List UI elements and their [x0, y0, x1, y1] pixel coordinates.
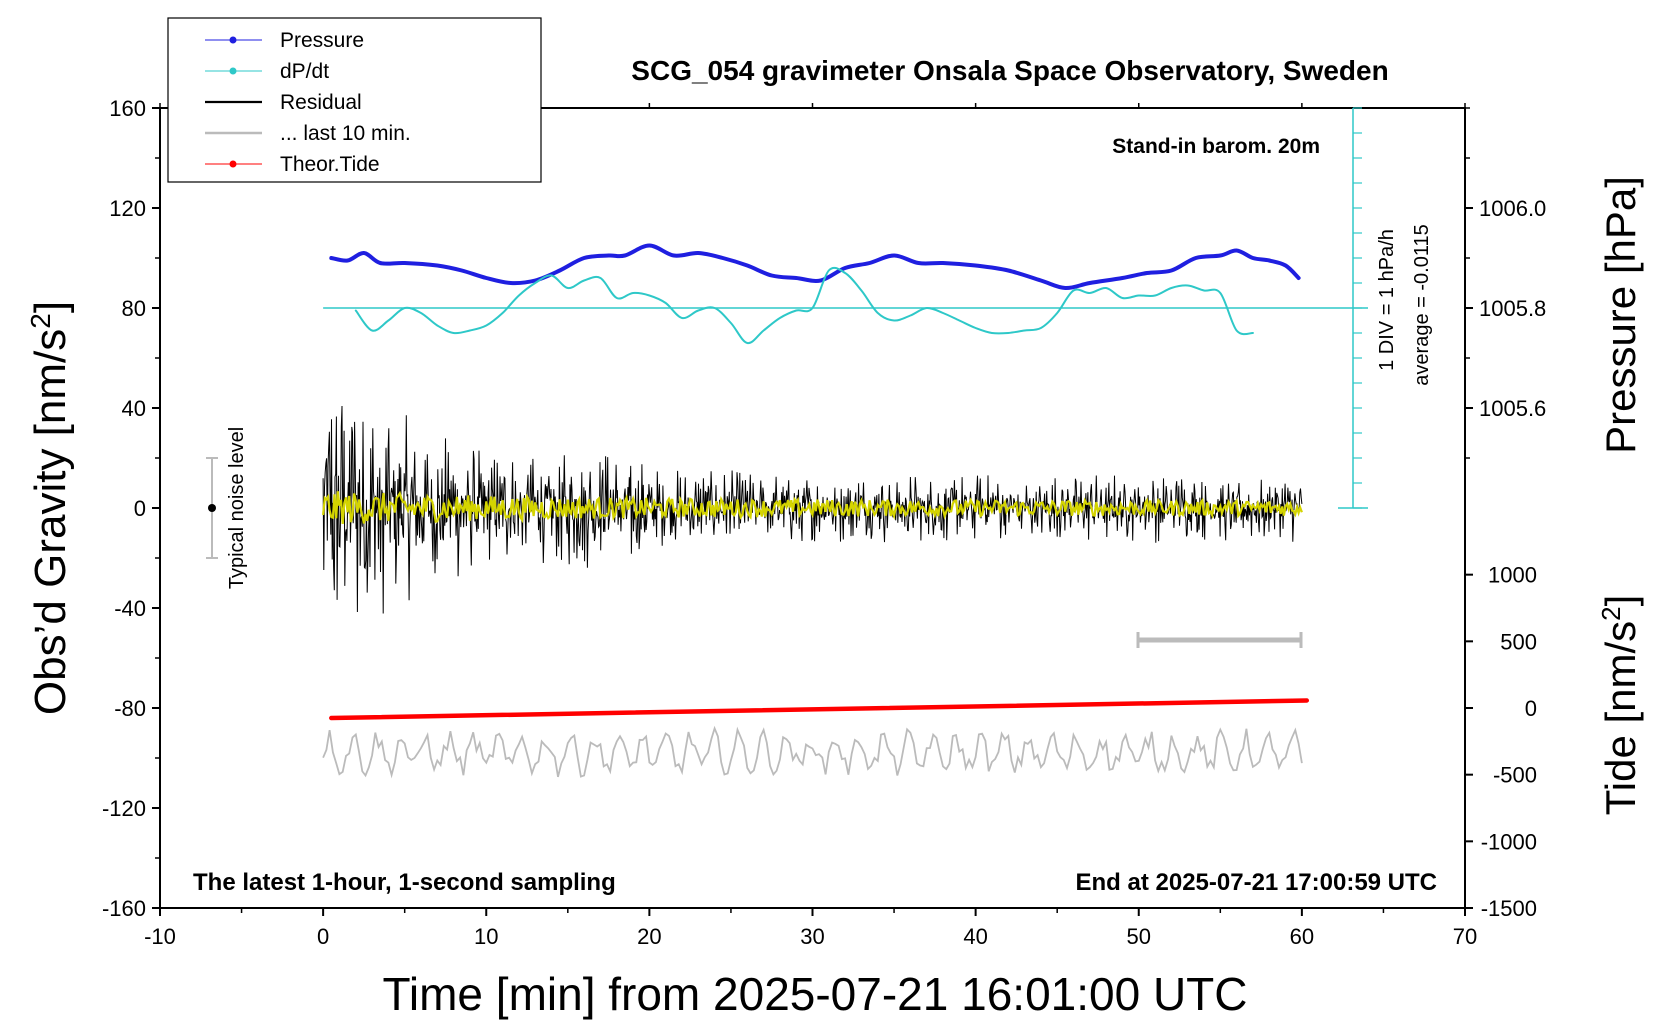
bottom-left-note: The latest 1-hour, 1-second sampling: [193, 869, 616, 896]
noise-level-indicator: [206, 457, 218, 559]
x-tick-label-3: 20: [637, 924, 661, 949]
x-tick-label-1: 0: [317, 924, 329, 949]
y-axis-label-left-sup: 2: [25, 313, 56, 329]
pressure-tick-label-0: 1006.0: [1479, 196, 1546, 221]
tide-axis-label-sup: 2: [1596, 606, 1626, 620]
x-axis-label: Time [min] from 2025-07-21 16:01:00 UTC: [383, 968, 1248, 1020]
dpdt-average-label: average = -0.0115: [1411, 224, 1433, 385]
legend: Pressure dP/dt Residual ... last 10 min. The…: [167, 17, 542, 183]
x-tick-label-7: 60: [1290, 924, 1314, 949]
stand-in-barometer-note: Stand-in barom. 20m: [1112, 135, 1320, 158]
tide-tick-label-0: 1000: [1488, 563, 1537, 588]
legend-label-2: Residual: [280, 91, 362, 114]
series-line-theor-tide: [329, 698, 1310, 721]
tide-tick-label-4: -1000: [1481, 829, 1537, 854]
y-tick-label-0: 160: [109, 96, 146, 121]
y-tick-label-4: 0: [134, 496, 146, 521]
legend-marker-4: [229, 160, 237, 168]
x-tick-label-4: 30: [800, 924, 824, 949]
pressure-tick-label-2: 1005.6: [1479, 396, 1546, 421]
legend-label-0: Pressure: [280, 29, 364, 52]
tide-tick-label-2: 0: [1525, 696, 1537, 721]
legend-marker-1: [229, 67, 237, 75]
tide-axis-label-main: Tide [nm/s: [1597, 621, 1644, 816]
legend-marker-0: [229, 36, 237, 44]
y-tick-label-3: 40: [122, 396, 146, 421]
y-axis-label-left: Obs’d Gravity [nm/s2]: [25, 301, 76, 715]
residual-filtered-line: [322, 490, 1303, 524]
y-tick-label-5: -40: [114, 596, 146, 621]
y-tick-label-6: -80: [114, 696, 146, 721]
legend-label-4: Theor.Tide: [280, 153, 380, 176]
y-axis-label-left-main: Obs’d Gravity [nm/s: [26, 329, 75, 715]
dpdt-div-label: 1 DIV = 1 hPa/h: [1376, 229, 1398, 371]
y-axis-label-left-close: ]: [26, 301, 75, 313]
chart-title: SCG_054 gravimeter Onsala Space Observat…: [631, 55, 1388, 86]
legend-box: [167, 17, 542, 183]
series-line-dp-dt: [354, 266, 1254, 345]
noise-dot: [208, 504, 216, 512]
y-tick-label-1: 120: [109, 196, 146, 221]
y-tick-label-2: 80: [122, 296, 146, 321]
x-tick-label-2: 10: [474, 924, 498, 949]
residual-line: [322, 405, 1303, 614]
x-tick-label-5: 40: [963, 924, 987, 949]
y-tick-label-7: -120: [102, 796, 146, 821]
x-tick-label-6: 50: [1127, 924, 1151, 949]
tide-tick-label-3: -500: [1493, 763, 1537, 788]
legend-label-3: ... last 10 min.: [280, 122, 411, 145]
pressure-axis-label: Pressure [hPa]: [1597, 176, 1644, 454]
tide-tick-label-1: 500: [1500, 629, 1537, 654]
legend-label-1: dP/dt: [280, 60, 329, 83]
series-line-pressure: [329, 243, 1301, 291]
y-tick-label-8: -160: [102, 896, 146, 921]
bottom-right-note: End at 2025-07-21 17:00:59 UTC: [1076, 869, 1438, 896]
tide-axis-label-close: ]: [1597, 595, 1644, 607]
x-tick-label-0: -10: [144, 924, 176, 949]
tide-axis-label: Tide [nm/s2]: [1596, 595, 1644, 816]
tide-tick-label-5: -1500: [1481, 896, 1537, 921]
last-10-min-bracket: [1136, 632, 1303, 648]
noise-level-label: Typical noise level: [226, 427, 248, 589]
last-10-min-line: [322, 725, 1303, 779]
x-tick-label-8: 70: [1453, 924, 1477, 949]
pressure-tick-label-1: 1005.8: [1479, 296, 1546, 321]
